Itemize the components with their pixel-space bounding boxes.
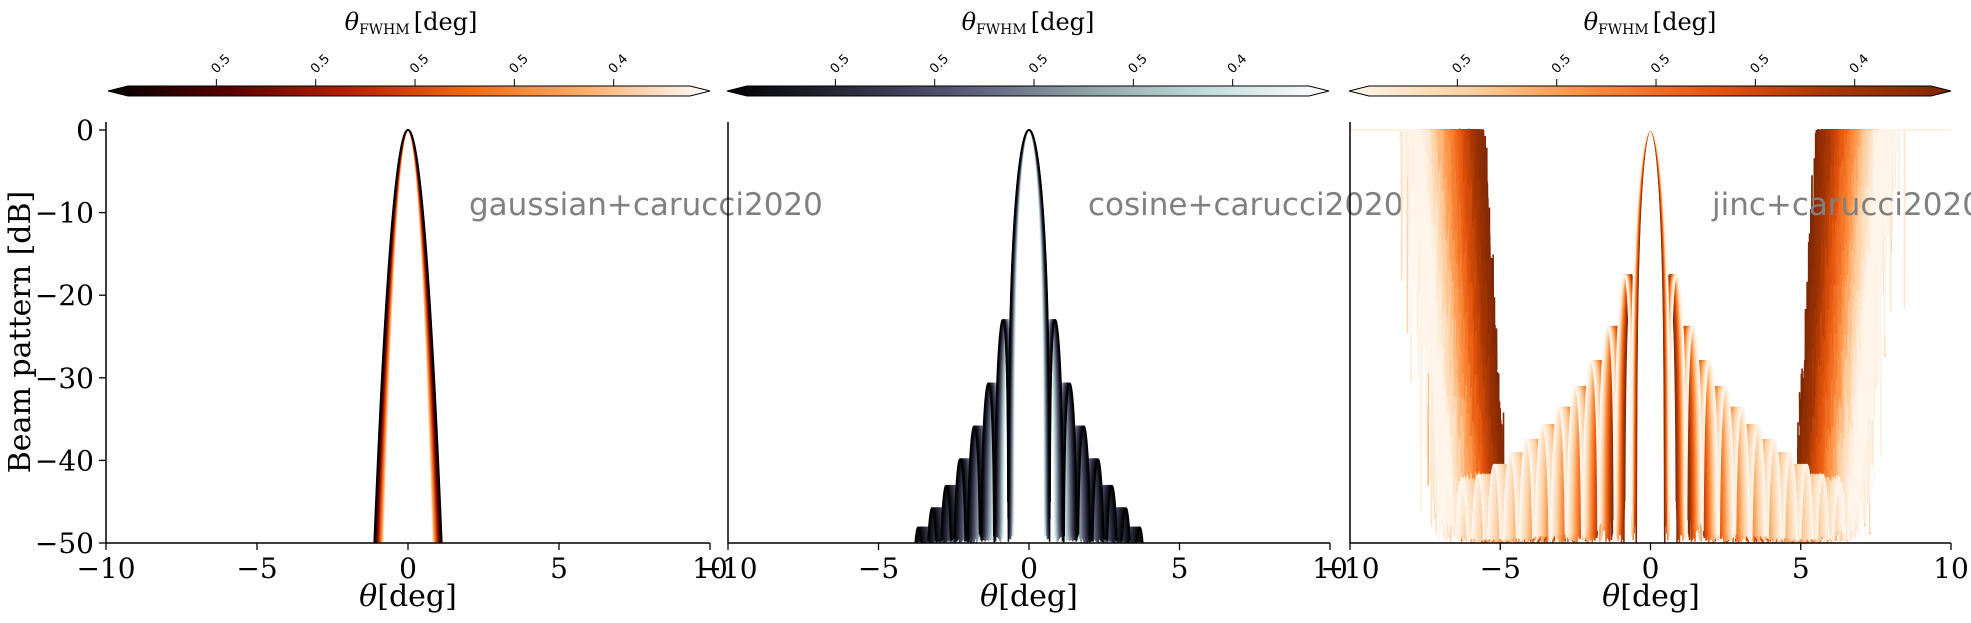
colorbar-tick-label: 0.5 [308, 52, 333, 77]
colorbar-tick-label: 0.5 [828, 52, 853, 77]
y-tick-label: −10 [35, 197, 94, 230]
y-ticks: 0 −10 −20 −30 −40 −50 [35, 114, 106, 560]
y-tick-label: −30 [35, 362, 94, 395]
x-tick-label: −10 [1320, 552, 1379, 585]
colorbar-tick-label: 0.5 [1450, 52, 1475, 77]
y-tick-label: −40 [35, 444, 94, 477]
beam-curves [914, 129, 1144, 544]
x-ticks: −10 −5 0 5 10 [1320, 543, 1969, 585]
beam-curves [373, 129, 443, 543]
panel-cosine: θFWHM [deg] 0.5 0.5 0.5 0.5 0.4 −10 −5 0 5 10 θ[d… [698, 8, 1403, 614]
x-tick-label: 5 [1792, 552, 1810, 585]
x-tick-label: −5 [1480, 552, 1521, 585]
x-tick-label: 0 [399, 552, 417, 585]
colorbar-tick-label: 0.5 [1026, 52, 1051, 77]
colorbar-label: θFWHM [deg] [1584, 8, 1717, 38]
beam-annotation: cosine+carucci2020 [1088, 187, 1404, 223]
y-tick-label: 0 [76, 114, 94, 147]
y-axis-label: Beam pattern [dB] [3, 191, 38, 473]
colorbar-ticks: 0.5 0.5 0.5 0.5 0.4 [209, 52, 631, 86]
x-tick-label: 10 [1312, 552, 1348, 585]
y-tick-label: −50 [35, 527, 94, 560]
colorbar-tick-label: 0.5 [1648, 52, 1673, 77]
x-tick-label: 10 [1933, 552, 1969, 585]
colorbar [726, 85, 1330, 97]
colorbar-tick-label: 0.5 [209, 52, 234, 77]
colorbar-tick-label: 0.5 [507, 52, 532, 77]
colorbar-ticks: 0.5 0.5 0.5 0.5 0.4 [1450, 52, 1872, 86]
x-axis-label: θ[deg] [980, 579, 1078, 614]
colorbar-tick-label: 0.5 [1748, 52, 1773, 77]
x-tick-label: −5 [858, 552, 899, 585]
colorbar-tick-label: 0.4 [1225, 52, 1250, 77]
x-axis-label: θ[deg] [1602, 579, 1700, 614]
panel-gaussian: θFWHM [deg] 0.5 0.5 0.5 0.5 0.4 −10 −5 0 5 10 0−1… [3, 8, 823, 614]
x-tick-label: 0 [1642, 552, 1660, 585]
colorbar-label: θFWHM [deg] [962, 8, 1095, 38]
beam-annotation: gaussian+carucci2020 [469, 187, 823, 223]
colorbar-tick-label: 0.5 [1126, 52, 1151, 77]
beam-curves [1350, 127, 1951, 546]
beam-curve [914, 129, 1144, 543]
y-tick-label: −20 [35, 279, 94, 312]
colorbar-tick-label: 0.5 [927, 52, 952, 77]
colorbar-tick-label: 0.5 [1549, 52, 1574, 77]
colorbar-tick-label: 0.4 [606, 52, 631, 77]
colorbar [1348, 85, 1952, 97]
panel-jinc: θFWHM [deg] 0.5 0.5 0.5 0.5 0.4 −10 −5 0 5 10 θ[d… [1320, 8, 1971, 614]
x-tick-label: −10 [698, 552, 757, 585]
beam-annotation: jinc+carucci2020 [1711, 187, 1971, 223]
colorbar-tick-label: 0.5 [407, 52, 432, 77]
beam-curve [373, 129, 443, 543]
x-tick-label: 5 [1171, 552, 1189, 585]
colorbar-ticks: 0.5 0.5 0.5 0.5 0.4 [828, 52, 1250, 86]
colorbar [107, 85, 711, 97]
x-tick-label: −10 [76, 552, 135, 585]
beam-curve [1350, 129, 1951, 543]
x-ticks: −10 −5 0 5 10 [698, 543, 1348, 585]
colorbar-tick-label: 0.4 [1847, 52, 1872, 77]
x-tick-label: 0 [1020, 552, 1038, 585]
colorbar-label: θFWHM [deg] [345, 8, 478, 38]
x-axis-label: θ[deg] [359, 579, 457, 614]
x-tick-label: −5 [236, 552, 277, 585]
x-tick-label: 5 [550, 552, 568, 585]
x-tick-label: 10 [692, 552, 728, 585]
x-ticks: −10 −5 0 5 10 [76, 543, 728, 585]
